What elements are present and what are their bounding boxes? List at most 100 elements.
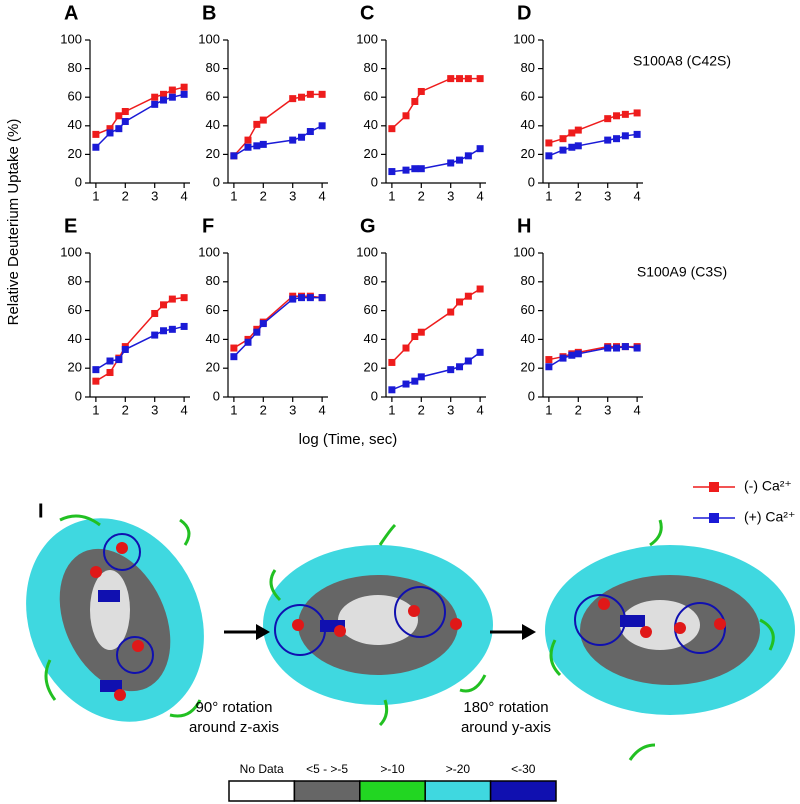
x-tick-label: 3 — [151, 402, 158, 417]
scale-label: No Data — [240, 762, 284, 776]
x-tick-label: 4 — [319, 402, 326, 417]
data-point — [447, 366, 455, 374]
series-line — [233, 296, 323, 358]
data-point — [574, 126, 582, 134]
y-tick-label: 80 — [68, 273, 82, 288]
data-point — [151, 93, 159, 101]
y-tick-label: 100 — [513, 31, 535, 46]
data-point — [298, 93, 306, 101]
data-point — [168, 93, 176, 101]
data-point — [259, 116, 267, 124]
data-point — [464, 292, 472, 300]
data-point — [604, 344, 612, 352]
data-point — [568, 129, 576, 137]
panel-label: E — [64, 215, 77, 237]
data-point — [92, 366, 100, 374]
data-point — [318, 122, 326, 130]
y-tick-label: 60 — [521, 302, 535, 317]
data-point — [253, 142, 261, 150]
y-tick-label: 100 — [60, 244, 82, 259]
data-point — [259, 320, 267, 328]
x-tick-label: 2 — [260, 402, 267, 417]
y-tick-label: 0 — [371, 388, 378, 403]
scale-label: <-30 — [511, 762, 536, 776]
data-point — [447, 308, 455, 316]
y-tick-label: 80 — [364, 273, 378, 288]
data-point — [464, 75, 472, 83]
data-point — [545, 152, 553, 160]
panel-label: C — [360, 2, 374, 24]
data-point — [298, 133, 306, 141]
rotation-label: around y-axis — [461, 719, 551, 736]
data-point — [417, 373, 425, 381]
y-tick-label: 40 — [68, 117, 82, 132]
scale-cell — [293, 780, 361, 802]
y-tick-label: 60 — [206, 302, 220, 317]
x-tick-label: 3 — [151, 188, 158, 203]
y-tick-label: 40 — [206, 331, 220, 346]
chart: C 0 20 40 60 80 100 1 2 3 4 — [356, 2, 486, 203]
data-point — [447, 75, 455, 83]
x-tick-label: 1 — [545, 188, 552, 203]
data-point — [180, 90, 188, 98]
data-point — [559, 135, 567, 143]
y-tick-label: 20 — [68, 360, 82, 375]
data-point — [604, 115, 612, 123]
y-tick-label: 80 — [206, 273, 220, 288]
x-tick-label: 4 — [181, 188, 188, 203]
data-point — [402, 112, 410, 120]
data-point — [160, 90, 168, 98]
data-point — [168, 325, 176, 333]
x-tick-label: 4 — [477, 402, 484, 417]
y-tick-label: 20 — [206, 146, 220, 161]
data-point — [115, 112, 123, 120]
data-point — [464, 152, 472, 160]
data-point — [545, 356, 553, 364]
y-tick-label: 0 — [528, 174, 535, 189]
y-tick-label: 0 — [213, 174, 220, 189]
data-point — [621, 132, 629, 140]
arrow — [224, 624, 270, 640]
x-axis-label: log (Time, sec) — [299, 431, 398, 448]
data-point — [244, 136, 252, 144]
data-point — [160, 301, 168, 309]
data-point — [230, 152, 238, 160]
y-tick-label: 80 — [68, 60, 82, 75]
data-point — [180, 83, 188, 91]
y-tick-label: 100 — [356, 244, 378, 259]
y-tick-label: 100 — [198, 244, 220, 259]
data-point — [180, 294, 188, 302]
panel-label: A — [64, 2, 78, 24]
data-point — [151, 100, 159, 108]
y-tick-label: 80 — [521, 60, 535, 75]
data-point — [402, 166, 410, 174]
protein-structure — [263, 523, 493, 727]
data-point — [388, 358, 396, 366]
data-point — [417, 328, 425, 336]
protein-structure — [26, 514, 204, 722]
data-point — [289, 295, 297, 303]
data-point — [574, 142, 582, 150]
panel-label: H — [517, 215, 531, 237]
panel-label: G — [360, 215, 376, 237]
y-tick-label: 60 — [364, 89, 378, 104]
chart: G 0 20 40 60 80 100 1 2 3 4 — [356, 215, 486, 417]
x-tick-label: 1 — [388, 402, 395, 417]
legend-label: (-) Ca²⁺ — [744, 478, 792, 494]
data-point — [464, 357, 472, 365]
y-tick-label: 40 — [521, 331, 535, 346]
y-tick-label: 60 — [364, 302, 378, 317]
scale-label: >-20 — [446, 762, 471, 776]
data-point — [168, 295, 176, 303]
data-point — [253, 120, 261, 128]
y-tick-label: 40 — [521, 117, 535, 132]
data-point — [621, 110, 629, 118]
y-tick-label: 80 — [521, 273, 535, 288]
y-tick-label: 20 — [364, 146, 378, 161]
data-point — [318, 90, 326, 98]
scale-label: >-10 — [380, 762, 405, 776]
data-point — [476, 348, 484, 356]
data-point — [106, 357, 114, 365]
x-tick-label: 3 — [289, 402, 296, 417]
